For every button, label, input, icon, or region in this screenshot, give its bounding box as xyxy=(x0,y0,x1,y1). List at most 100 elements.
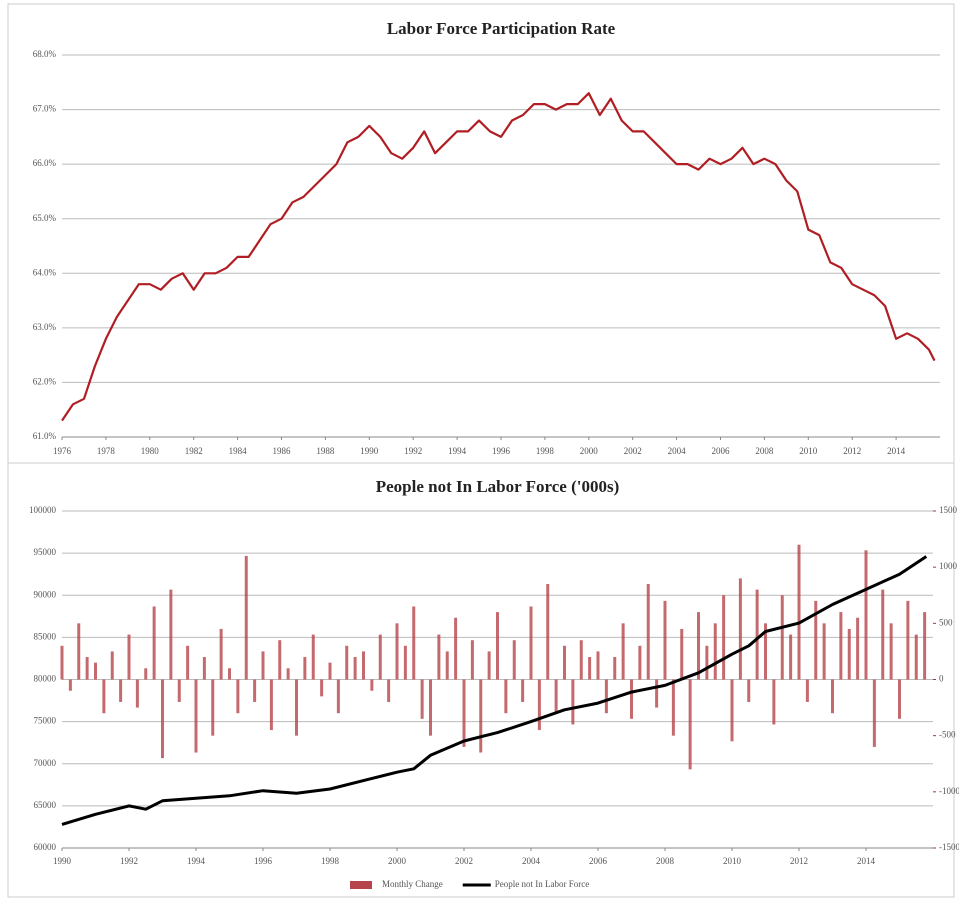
bar xyxy=(705,645,709,680)
bar xyxy=(169,589,173,680)
bar xyxy=(646,584,650,680)
bar xyxy=(320,679,324,697)
bar xyxy=(94,662,97,680)
bar xyxy=(395,623,399,680)
bar xyxy=(412,606,416,680)
bar xyxy=(663,600,667,680)
x-tick-label: 2008 xyxy=(656,856,675,866)
bar xyxy=(244,555,248,680)
x-tick-label: 1980 xyxy=(141,446,160,456)
bar xyxy=(202,657,206,680)
bar xyxy=(738,578,742,680)
bar xyxy=(872,679,876,747)
x-tick-label: 1992 xyxy=(404,446,422,456)
y-tick-label: 80000 xyxy=(34,674,57,684)
x-tick-label: 1996 xyxy=(492,446,511,456)
x-tick-label: 1994 xyxy=(187,856,206,866)
bar xyxy=(747,679,751,702)
bar xyxy=(462,679,466,747)
bar xyxy=(537,679,541,731)
y-tick-label: 70000 xyxy=(34,758,57,768)
x-tick-label: 2004 xyxy=(668,446,687,456)
y2-tick-label: -500 xyxy=(939,730,956,740)
y2-tick-label: 1000 xyxy=(939,561,958,571)
bar xyxy=(504,679,508,714)
bar xyxy=(772,679,776,725)
y-tick-label: 65.0% xyxy=(33,213,57,223)
bar xyxy=(194,679,198,753)
y-tick-label: 90000 xyxy=(34,589,57,599)
bar xyxy=(889,623,893,680)
bar xyxy=(420,679,424,719)
bar xyxy=(286,668,290,680)
x-tick-label: 2002 xyxy=(624,446,642,456)
bar xyxy=(764,623,767,680)
y-tick-label: 64.0% xyxy=(33,267,57,277)
x-tick-label: 1990 xyxy=(360,446,379,456)
line xyxy=(61,555,928,826)
x-tick-label: 2014 xyxy=(887,446,906,456)
bar xyxy=(563,645,566,680)
bar xyxy=(831,679,834,714)
x-tick-label: 2004 xyxy=(522,856,541,866)
y-tick-label: 75000 xyxy=(34,716,57,726)
bar xyxy=(236,679,240,714)
x-tick-label: 2000 xyxy=(580,446,599,456)
y-tick-label: 85000 xyxy=(34,631,57,641)
x-tick-label: 1994 xyxy=(448,446,467,456)
bar xyxy=(295,679,298,736)
bar xyxy=(429,679,432,736)
bar xyxy=(161,679,164,759)
bar xyxy=(914,634,918,680)
bar xyxy=(923,612,927,680)
bar xyxy=(630,679,633,719)
chart-title: Labor Force Participation Rate xyxy=(387,19,616,38)
bar xyxy=(353,657,357,680)
bar xyxy=(713,623,717,680)
x-tick-label: 1998 xyxy=(536,446,555,456)
bar xyxy=(822,623,826,680)
bar xyxy=(546,584,550,680)
bar xyxy=(336,679,340,714)
x-tick-label: 2012 xyxy=(790,856,808,866)
y2-tick-label: 500 xyxy=(939,617,953,627)
bar xyxy=(671,679,675,736)
bar xyxy=(512,640,516,680)
x-tick-label: 1996 xyxy=(254,856,273,866)
y2-tick-label: 0 xyxy=(939,674,944,684)
x-tick-label: 1984 xyxy=(229,446,248,456)
bar xyxy=(755,589,759,680)
bar xyxy=(102,679,106,714)
bar xyxy=(588,657,592,680)
line xyxy=(61,92,936,422)
x-tick-label: 1988 xyxy=(316,446,335,456)
y-tick-label: 67.0% xyxy=(33,104,57,114)
bar xyxy=(579,640,583,680)
bar xyxy=(437,634,441,680)
bar xyxy=(253,679,257,702)
bar xyxy=(898,679,901,719)
x-tick-label: 1978 xyxy=(97,446,116,456)
bar xyxy=(445,651,449,680)
bar xyxy=(613,657,617,680)
bar xyxy=(521,679,525,702)
bar xyxy=(881,589,885,680)
y-tick-label: 62.0% xyxy=(33,376,57,386)
y2-tick-label: -1500 xyxy=(939,842,959,852)
bar xyxy=(571,679,575,725)
bar xyxy=(797,544,801,680)
bar xyxy=(60,645,64,680)
bar xyxy=(680,628,684,680)
x-tick-label: 2008 xyxy=(755,446,774,456)
bar xyxy=(228,668,231,680)
x-tick-label: 2012 xyxy=(843,446,861,456)
bar xyxy=(454,617,458,680)
bar xyxy=(780,595,784,680)
chart-title: People not In Labor Force ('000s) xyxy=(376,477,620,496)
x-tick-label: 1986 xyxy=(273,446,292,456)
bar xyxy=(378,634,382,680)
bar xyxy=(805,679,809,702)
bar xyxy=(68,679,72,691)
bar xyxy=(177,679,181,702)
